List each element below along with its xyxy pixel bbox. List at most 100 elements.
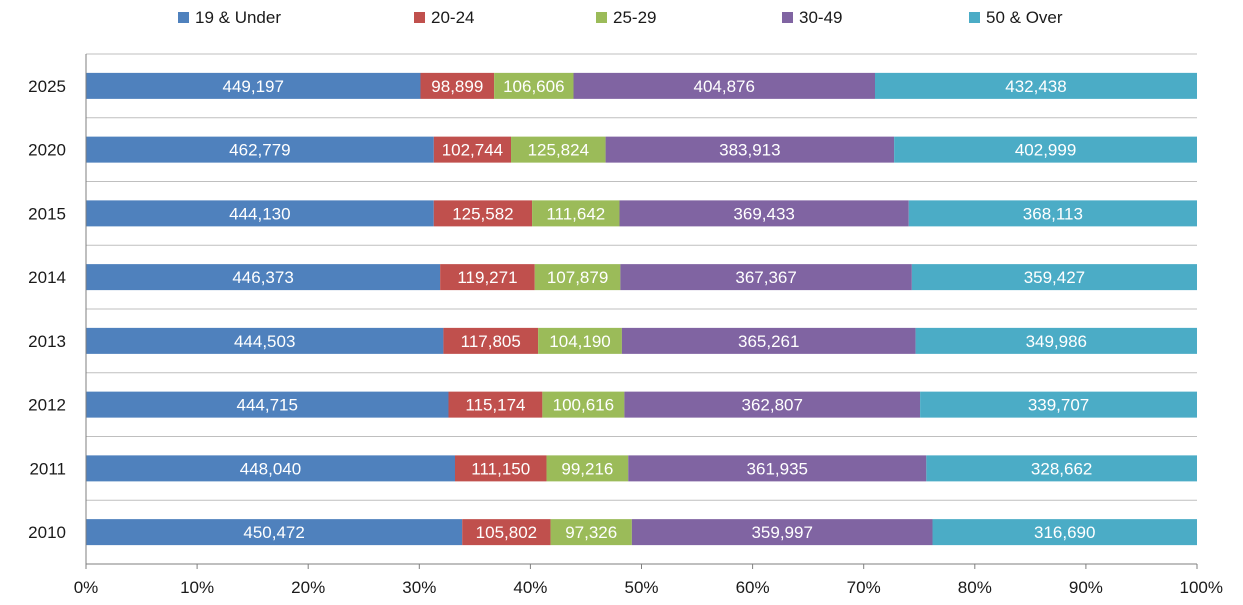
data-label: 404,876: [694, 77, 755, 96]
bar-segment: [494, 72, 574, 99]
bar-segment: [550, 519, 632, 546]
bar-segment: [454, 455, 547, 482]
x-tick-label: 80%: [958, 578, 992, 597]
bar-segment: [86, 72, 421, 99]
data-label: 117,805: [461, 332, 521, 351]
legend-label: 25-29: [613, 8, 656, 27]
bar-segment: [86, 200, 434, 227]
x-tick-label: 30%: [402, 578, 436, 597]
bar-segment: [86, 136, 434, 163]
legend-label: 30-49: [799, 8, 842, 27]
bar-segment: [874, 72, 1197, 99]
y-tick-label: 2015: [28, 204, 66, 223]
y-axis: 2025 2020 2015 2014 2013 2012 2011 2010: [28, 54, 87, 564]
data-label: 339,707: [1028, 396, 1089, 415]
data-label: 383,913: [719, 141, 780, 160]
data-label: 365,261: [738, 332, 799, 351]
bar-segment: [624, 391, 921, 418]
bar-segment: [911, 264, 1197, 291]
data-label: 432,438: [1005, 77, 1066, 96]
data-label: 449,197: [223, 77, 284, 96]
bar-segment: [462, 519, 551, 546]
y-tick-label: 2014: [28, 268, 66, 287]
data-label: 402,999: [1015, 141, 1076, 160]
bar-segment: [448, 391, 543, 418]
x-tick-label: 40%: [513, 578, 547, 597]
data-label: 107,879: [547, 268, 608, 287]
bar-segment: [86, 264, 441, 291]
bar-segment: [628, 455, 927, 482]
y-tick-label: 2020: [28, 141, 66, 160]
bar-segment: [433, 200, 533, 227]
data-label: 361,935: [747, 459, 808, 478]
x-tick-label: 100%: [1180, 578, 1223, 597]
bar-segment: [620, 264, 912, 291]
bar-segment: [920, 391, 1197, 418]
bar-segment: [443, 327, 539, 354]
bar-segment: [932, 519, 1197, 546]
bar-segment: [573, 72, 875, 99]
gridlines: [86, 53, 1197, 565]
legend-label: 20-24: [431, 8, 474, 27]
bar-segment: [511, 136, 606, 163]
legend: 19 & Under 20-24 25-29 30-49 50 & Over: [178, 8, 1063, 27]
data-label: 100,616: [553, 396, 614, 415]
legend-swatch: [596, 12, 607, 23]
bar-segment: [86, 455, 455, 482]
bar-segment: [542, 391, 625, 418]
bar-segment: [908, 200, 1197, 227]
data-label: 115,174: [465, 396, 525, 415]
x-tick-label: 0%: [74, 578, 99, 597]
y-tick-label: 2012: [28, 396, 66, 415]
bar-segment: [538, 327, 622, 354]
data-label: 448,040: [240, 459, 301, 478]
x-tick-label: 50%: [624, 578, 658, 597]
x-tick-label: 60%: [736, 578, 770, 597]
bar-segment: [440, 264, 535, 291]
x-tick-label: 70%: [847, 578, 881, 597]
data-label: 444,503: [234, 332, 295, 351]
bar-segment: [86, 327, 444, 354]
data-label: 349,986: [1026, 332, 1087, 351]
data-label: 444,130: [229, 204, 290, 223]
data-label: 446,373: [232, 268, 293, 287]
data-label: 444,715: [237, 396, 298, 415]
x-tick-label: 90%: [1069, 578, 1103, 597]
data-label: 105,802: [476, 523, 537, 542]
data-label: 119,271: [457, 268, 517, 287]
bar-segment: [926, 455, 1197, 482]
bar-segment: [621, 327, 916, 354]
data-label: 359,427: [1024, 268, 1085, 287]
y-tick-label: 2010: [28, 523, 66, 542]
bar-segment: [631, 519, 933, 546]
legend-label: 50 & Over: [986, 8, 1063, 27]
bar-segment: [605, 136, 895, 163]
data-label: 316,690: [1034, 523, 1095, 542]
bar-segment: [532, 200, 620, 227]
x-axis: 0% 10% 20% 30% 40% 50% 60% 70% 80% 90% 100%: [74, 563, 1223, 597]
y-tick-label: 2013: [28, 332, 66, 351]
data-label: 450,472: [243, 523, 304, 542]
legend-swatch: [414, 12, 425, 23]
data-label: 125,582: [452, 204, 513, 223]
data-label: 104,190: [549, 332, 610, 351]
y-tick-label: 2025: [28, 77, 66, 96]
data-label: 362,807: [742, 396, 803, 415]
x-tick-label: 20%: [291, 578, 325, 597]
data-label: 99,216: [561, 459, 613, 478]
bar-segment: [420, 72, 495, 99]
data-label: 125,824: [528, 141, 589, 160]
data-label: 328,662: [1031, 459, 1092, 478]
bar-segment: [894, 136, 1197, 163]
data-label: 102,744: [442, 141, 503, 160]
legend-label: 19 & Under: [195, 8, 281, 27]
bar-segment: [619, 200, 909, 227]
x-tick-label: 10%: [180, 578, 214, 597]
data-label: 111,150: [471, 459, 530, 478]
bar-segment: [86, 519, 463, 546]
bar-segment: [915, 327, 1197, 354]
data-label: 97,326: [565, 523, 617, 542]
data-label: 98,899: [431, 77, 483, 96]
legend-swatch: [969, 12, 980, 23]
bar-segment: [534, 264, 621, 291]
